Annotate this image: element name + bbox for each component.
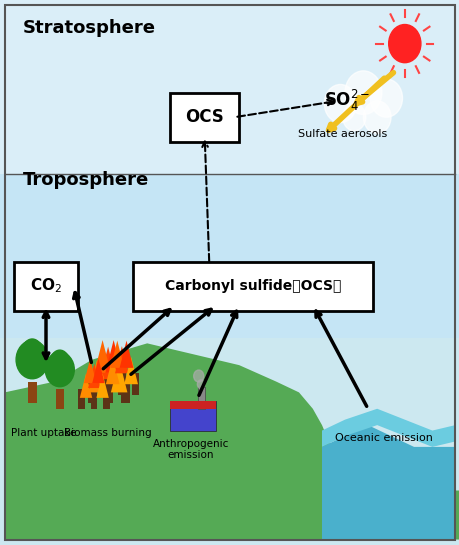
Circle shape [388,25,420,63]
Circle shape [363,101,390,134]
Text: Troposphere: Troposphere [23,171,149,189]
FancyBboxPatch shape [197,387,204,409]
Circle shape [16,341,48,379]
FancyBboxPatch shape [0,174,459,338]
Polygon shape [88,364,101,388]
Polygon shape [5,343,459,540]
Polygon shape [111,360,127,392]
Text: Sulfate aerosols: Sulfate aerosols [297,129,386,138]
Circle shape [45,352,74,387]
Text: CO$_2$: CO$_2$ [30,277,62,295]
Polygon shape [105,340,122,373]
Polygon shape [321,425,454,540]
FancyBboxPatch shape [88,377,96,403]
FancyBboxPatch shape [170,401,216,409]
FancyBboxPatch shape [28,382,37,403]
FancyBboxPatch shape [170,93,239,142]
FancyBboxPatch shape [118,373,125,395]
FancyBboxPatch shape [78,389,84,409]
Polygon shape [80,373,92,398]
Polygon shape [89,360,105,392]
Circle shape [324,84,356,123]
Circle shape [342,104,365,131]
FancyBboxPatch shape [0,0,459,174]
FancyBboxPatch shape [132,373,139,395]
Circle shape [51,350,68,371]
FancyBboxPatch shape [14,262,78,311]
FancyBboxPatch shape [104,373,112,395]
Polygon shape [106,357,119,384]
FancyBboxPatch shape [56,389,64,409]
Polygon shape [94,340,111,373]
Polygon shape [84,359,96,383]
Polygon shape [119,341,133,368]
FancyBboxPatch shape [121,377,129,403]
Polygon shape [92,359,105,383]
Text: SO$_4^{2-}$: SO$_4^{2-}$ [323,88,370,113]
Polygon shape [115,346,129,373]
Polygon shape [96,373,108,398]
Polygon shape [321,409,454,447]
Polygon shape [124,357,138,384]
Text: Anthropogenic
emission: Anthropogenic emission [152,439,229,461]
Circle shape [193,370,203,382]
Circle shape [48,351,71,379]
Polygon shape [5,436,454,540]
Circle shape [369,79,402,117]
Circle shape [344,71,381,114]
Text: Plant uptake: Plant uptake [11,428,76,438]
Text: Oceanic emission: Oceanic emission [335,433,432,443]
Text: Carbonyl sulfide（OCS）: Carbonyl sulfide（OCS） [164,279,341,293]
Polygon shape [100,347,116,379]
FancyBboxPatch shape [104,377,113,403]
FancyBboxPatch shape [90,389,97,409]
Text: OCS: OCS [185,108,224,126]
Circle shape [197,380,204,389]
FancyBboxPatch shape [133,262,372,311]
Polygon shape [110,341,124,368]
Circle shape [23,339,41,361]
FancyBboxPatch shape [170,401,216,431]
Text: Stratosphere: Stratosphere [23,19,156,37]
Text: Biomass burning: Biomass burning [64,428,151,438]
FancyBboxPatch shape [103,389,109,409]
Circle shape [19,340,45,370]
